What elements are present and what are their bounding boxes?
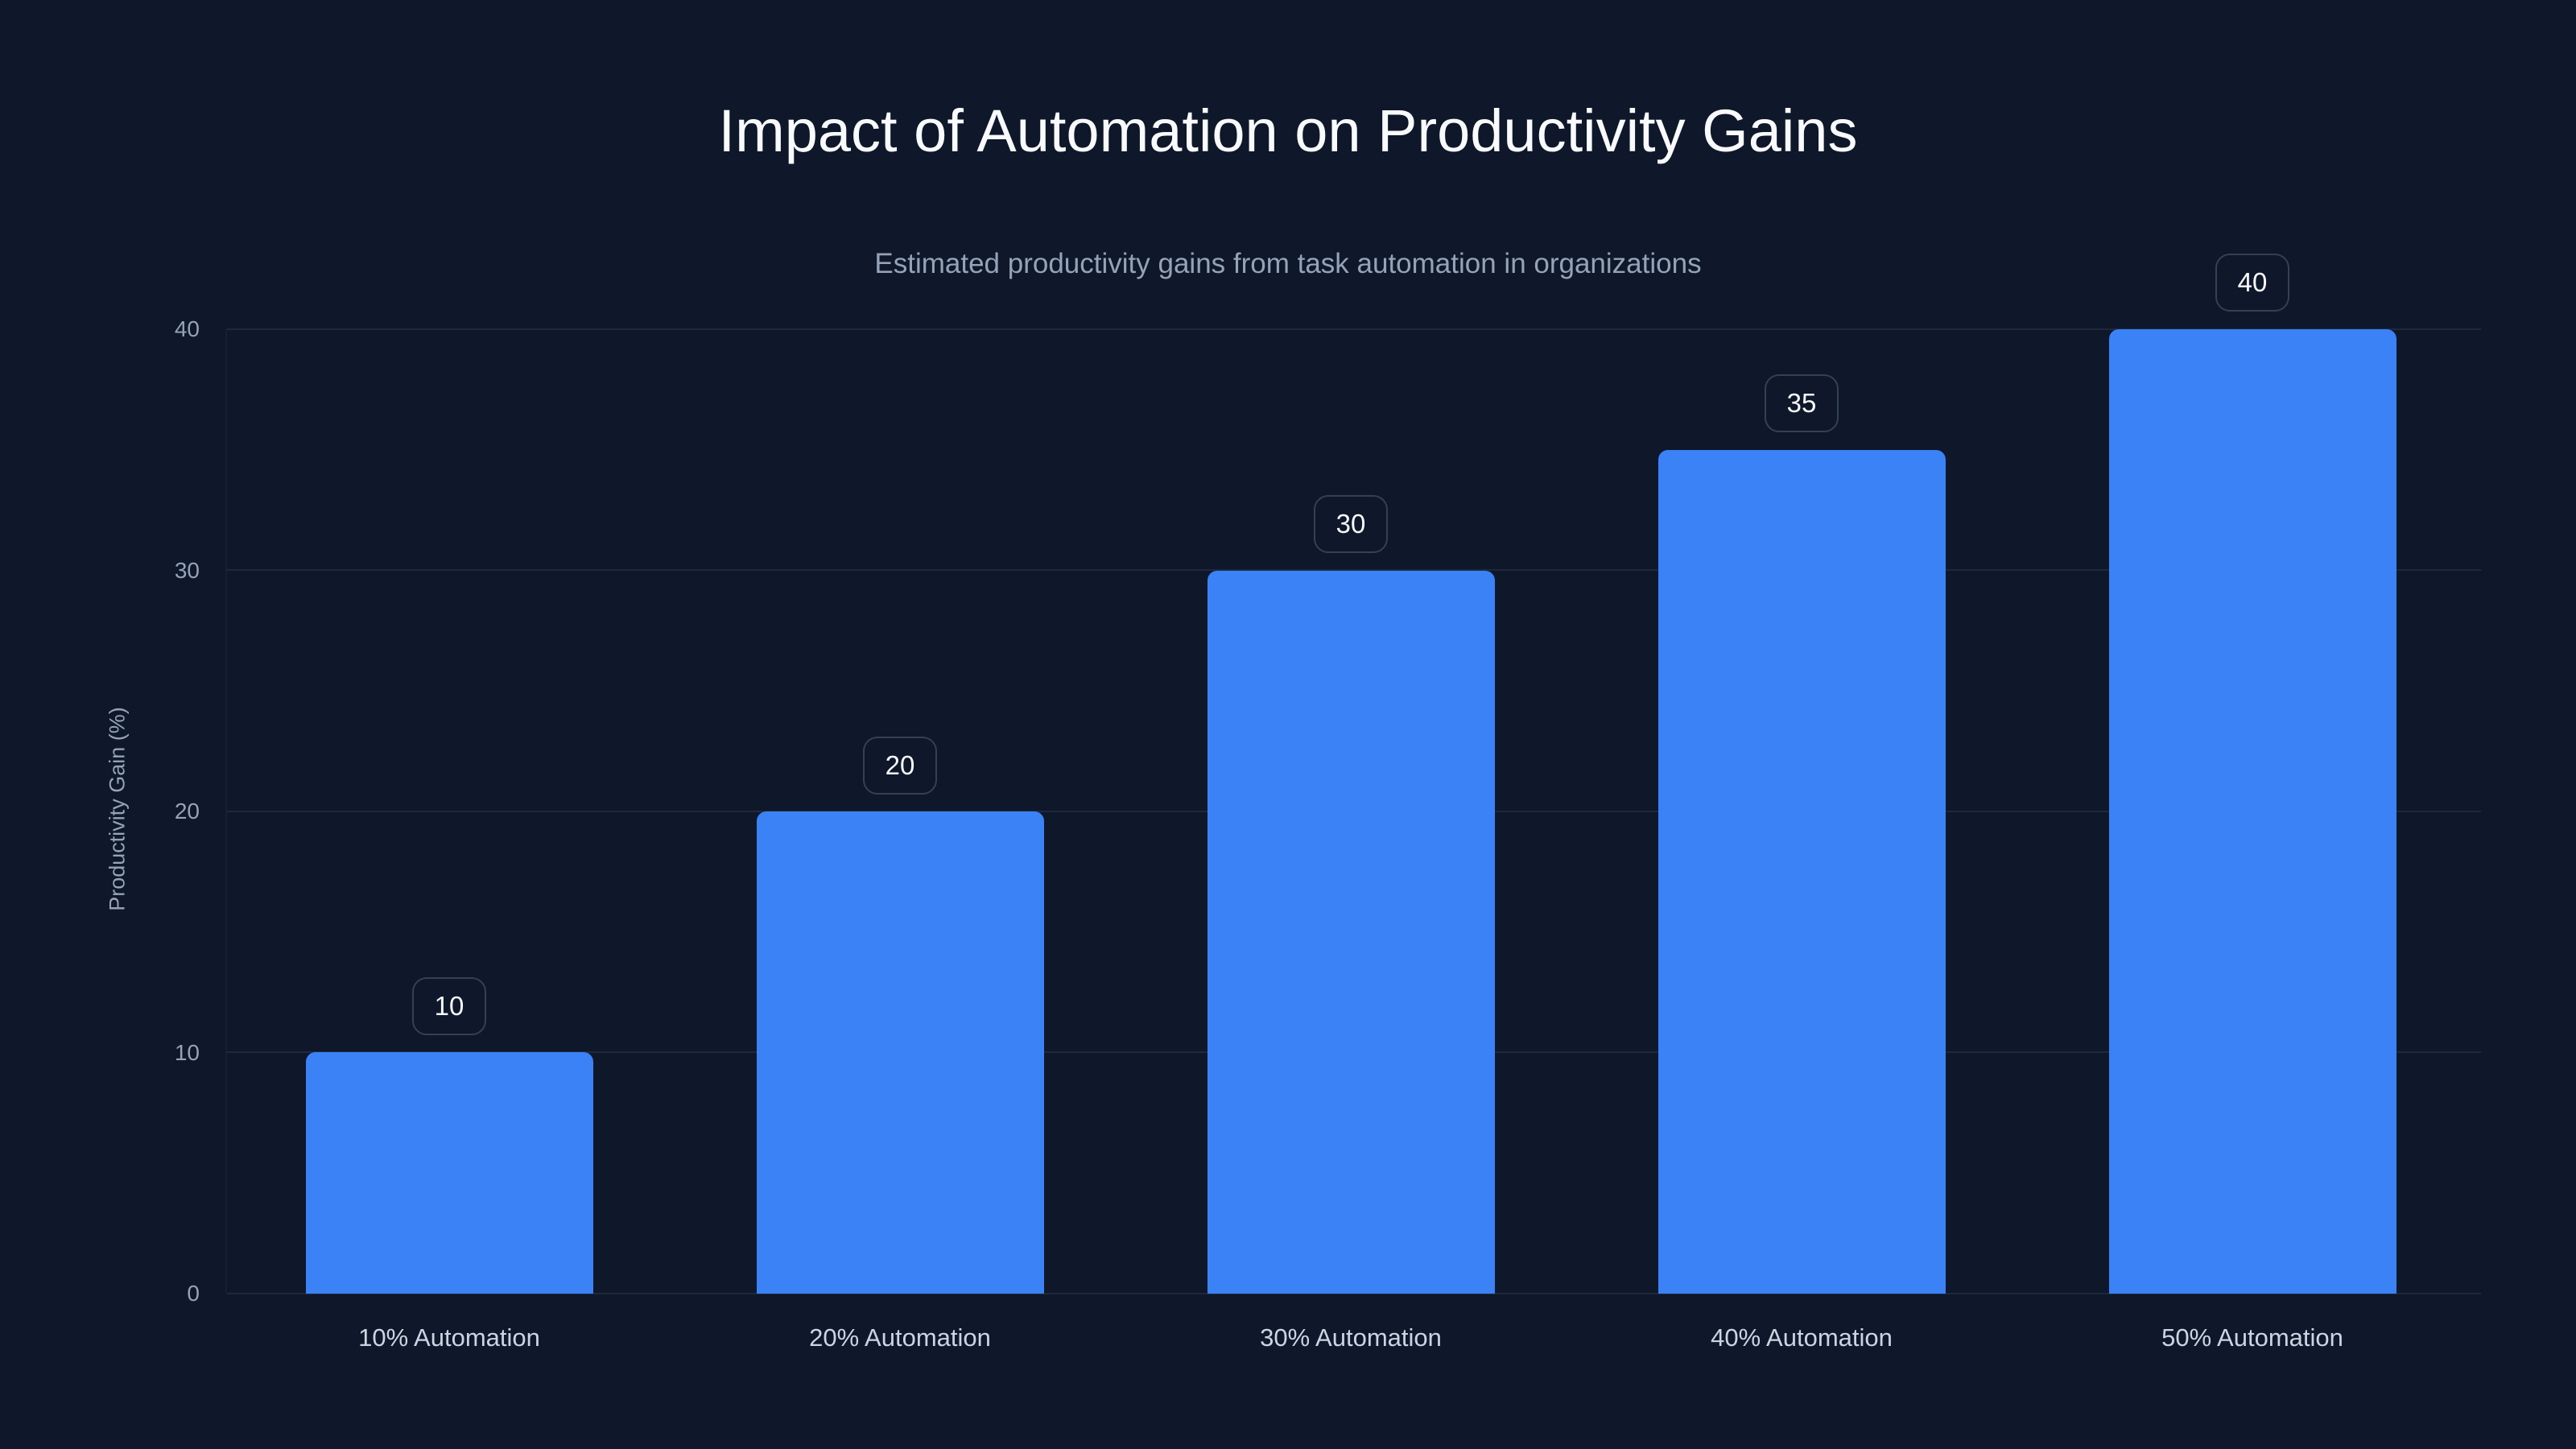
value-label-20: 20: [863, 737, 937, 795]
chart-title: Impact of Automation on Productivity Gai…: [718, 97, 1858, 164]
y-tick-30: 30: [174, 558, 200, 583]
value-label-35: 35: [1765, 374, 1839, 432]
y-tick-20: 20: [174, 799, 200, 824]
bar-10-automation[interactable]: [306, 1052, 593, 1294]
bar-20-automation[interactable]: [757, 811, 1044, 1294]
bar-40-automation[interactable]: [1658, 450, 1946, 1294]
value-label-40: 40: [2215, 254, 2289, 312]
x-label-50-automation: 50% Automation: [2161, 1323, 2343, 1352]
y-tick-10: 10: [174, 1040, 200, 1065]
x-label-30-automation: 30% Automation: [1260, 1323, 1442, 1352]
y-axis-label: Productivity Gain (%): [105, 707, 130, 911]
gridline-0: [227, 1293, 2481, 1294]
x-label-10-automation: 10% Automation: [358, 1323, 540, 1352]
y-tick-40: 40: [174, 316, 200, 341]
gridline-30: [227, 569, 2481, 571]
bar-30-automation[interactable]: [1208, 571, 1495, 1294]
value-label-30: 30: [1314, 495, 1388, 553]
chart-subtitle: Estimated productivity gains from task a…: [874, 248, 1702, 279]
bar-50-automation[interactable]: [2109, 329, 2396, 1294]
x-label-20-automation: 20% Automation: [809, 1323, 991, 1352]
gridline-40: [227, 328, 2481, 330]
value-label-10: 10: [412, 977, 486, 1035]
x-label-40-automation: 40% Automation: [1711, 1323, 1893, 1352]
y-tick-0: 0: [187, 1281, 200, 1306]
